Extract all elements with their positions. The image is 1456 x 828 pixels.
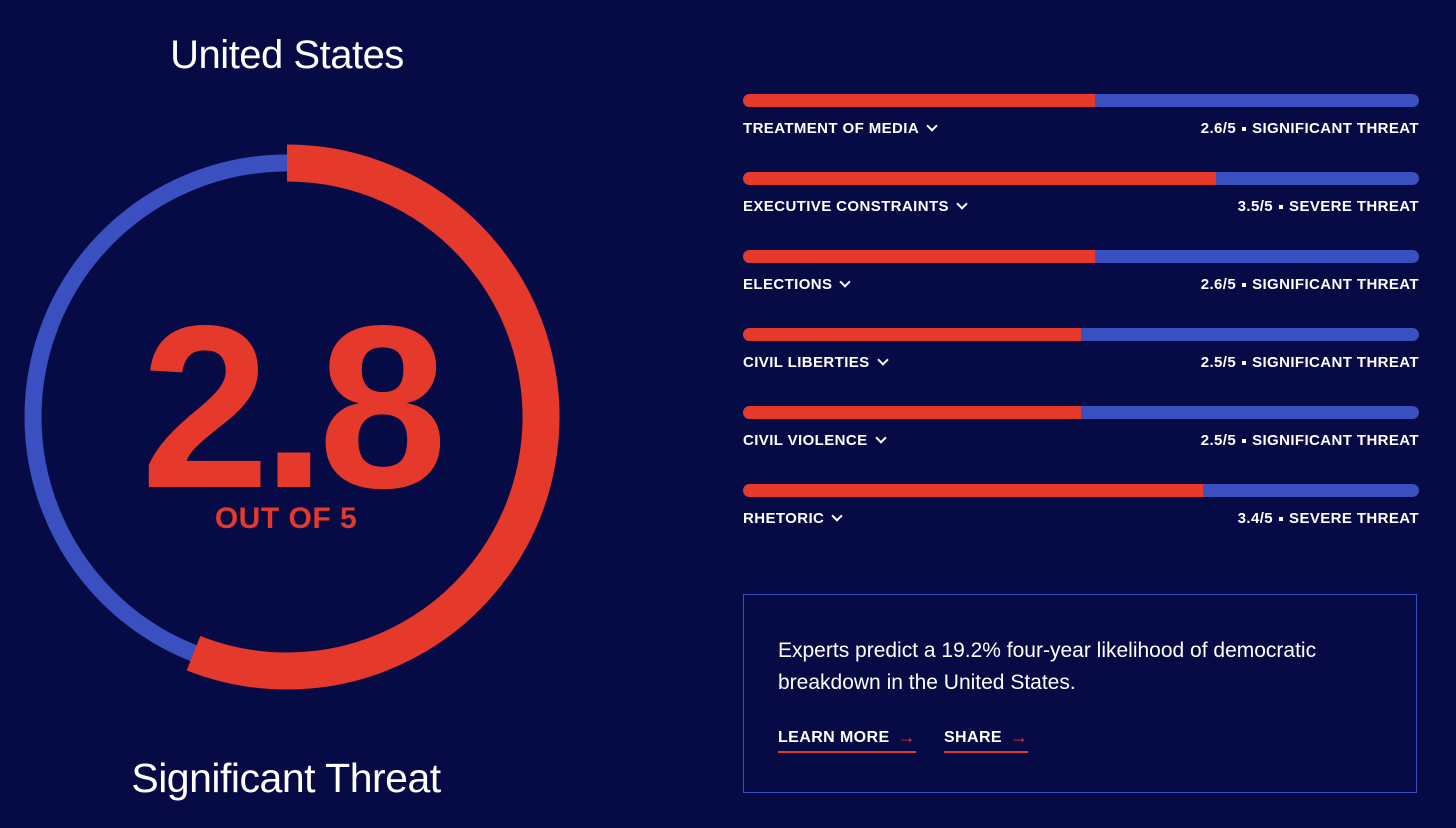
gauge-fill: [186, 144, 560, 690]
country-title: United States: [170, 33, 404, 77]
category-toggle-rhetoric[interactable]: RHETORIC: [743, 510, 843, 527]
learn-more-link[interactable]: LEARN MORE →: [778, 727, 916, 753]
arrow-right-icon: →: [897, 727, 916, 747]
category-name: RHETORIC: [743, 510, 825, 527]
category-score-value: 3.5/5: [1237, 198, 1274, 215]
category-item: ELECTIONS 2.6/5 SIGNIFICANT THREAT: [743, 250, 1419, 328]
category-score-value: 2.5/5: [1200, 354, 1237, 371]
category-score-value: 2.6/5: [1200, 276, 1237, 293]
separator-dot: [1242, 282, 1247, 287]
separator-dot: [1242, 438, 1247, 443]
category-score: 3.4/5 SEVERE THREAT: [1238, 510, 1419, 527]
arrow-right-icon: →: [1009, 727, 1029, 747]
chevron-down-icon: [926, 120, 938, 132]
category-score: 2.5/5 SIGNIFICANT THREAT: [1201, 432, 1419, 449]
category-item: EXECUTIVE CONSTRAINTS 3.5/5 SEVERE THREA…: [743, 172, 1419, 250]
category-item: TREATMENT OF MEDIA 2.6/5 SIGNIFICANT THR…: [743, 94, 1419, 172]
category-score: 2.6/5 SIGNIFICANT THREAT: [1201, 120, 1419, 137]
category-rating: SEVERE THREAT: [1289, 510, 1419, 527]
category-rating: SIGNIFICANT THREAT: [1252, 432, 1419, 449]
category-toggle-civil-violence[interactable]: CIVIL VIOLENCE: [743, 432, 887, 449]
category-bar-track: [743, 172, 1419, 185]
category-score: 3.5/5 SEVERE THREAT: [1238, 198, 1419, 215]
category-bar-fill: [743, 484, 1203, 497]
category-bar-track: [743, 94, 1419, 107]
category-name: ELECTIONS: [743, 276, 833, 293]
category-score: 2.6/5 SIGNIFICANT THREAT: [1201, 276, 1419, 293]
category-toggle-elections[interactable]: ELECTIONS: [743, 276, 852, 293]
category-bar-fill: [743, 406, 1081, 419]
separator-dot: [1242, 360, 1247, 365]
category-toggle-executive-constraints[interactable]: EXECUTIVE CONSTRAINTS: [743, 198, 968, 215]
category-toggle-civil-liberties[interactable]: CIVIL LIBERTIES: [743, 354, 889, 371]
category-item: CIVIL VIOLENCE 2.5/5 SIGNIFICANT THREAT: [743, 406, 1419, 484]
separator-dot: [1279, 516, 1284, 521]
out-of-label: OUT OF 5: [214, 502, 358, 535]
category-bar-track: [743, 406, 1419, 419]
prediction-text: Experts predict a 19.2% four-year likeli…: [778, 639, 1317, 694]
category-bar-fill: [743, 94, 1095, 107]
category-name: EXECUTIVE CONSTRAINTS: [743, 198, 949, 215]
category-score: 2.5/5 SIGNIFICANT THREAT: [1201, 354, 1419, 371]
share-label: SHARE: [943, 728, 1002, 746]
category-toggle-treatment-of-media[interactable]: TREATMENT OF MEDIA: [743, 120, 938, 137]
score-gauge: [20, 140, 560, 700]
category-name: CIVIL VIOLENCE: [743, 432, 868, 449]
category-rating: SIGNIFICANT THREAT: [1252, 354, 1419, 371]
category-score-value: 2.6/5: [1200, 120, 1237, 137]
overall-score: 2.8: [140, 278, 448, 537]
category-rating: SEVERE THREAT: [1289, 198, 1419, 215]
category-bar-track: [743, 328, 1419, 341]
category-rating: SIGNIFICANT THREAT: [1252, 276, 1419, 293]
separator-dot: [1242, 126, 1247, 131]
prediction-info-box: Experts predict a 19.2% four-year likeli…: [743, 594, 1417, 793]
category-bar-fill: [743, 328, 1081, 341]
category-item: CIVIL LIBERTIES 2.5/5 SIGNIFICANT THREAT: [743, 328, 1419, 406]
category-score-value: 2.5/5: [1200, 432, 1237, 449]
chevron-down-icon: [839, 276, 852, 288]
separator-dot: [1279, 204, 1284, 209]
category-rating: SIGNIFICANT THREAT: [1252, 120, 1419, 137]
chevron-down-icon: [956, 198, 968, 210]
chevron-down-icon: [831, 510, 843, 522]
category-score-value: 3.4/5: [1237, 510, 1274, 527]
category-bar-track: [743, 484, 1419, 497]
category-name: TREATMENT OF MEDIA: [743, 120, 920, 137]
chevron-down-icon: [876, 354, 889, 366]
info-links: LEARN MORE → SHARE →: [778, 727, 1029, 753]
share-link[interactable]: SHARE →: [943, 727, 1029, 753]
chevron-down-icon: [874, 432, 887, 444]
category-list: TREATMENT OF MEDIA 2.6/5 SIGNIFICANT THR…: [743, 94, 1419, 562]
threat-level-label: Significant Threat: [131, 755, 441, 801]
category-name: CIVIL LIBERTIES: [743, 354, 870, 371]
category-bar-fill: [743, 250, 1095, 263]
category-item: RHETORIC 3.4/5 SEVERE THREAT: [743, 484, 1419, 562]
category-bar-track: [743, 250, 1419, 263]
learn-more-label: LEARN MORE: [778, 728, 890, 746]
category-bar-fill: [743, 172, 1217, 185]
